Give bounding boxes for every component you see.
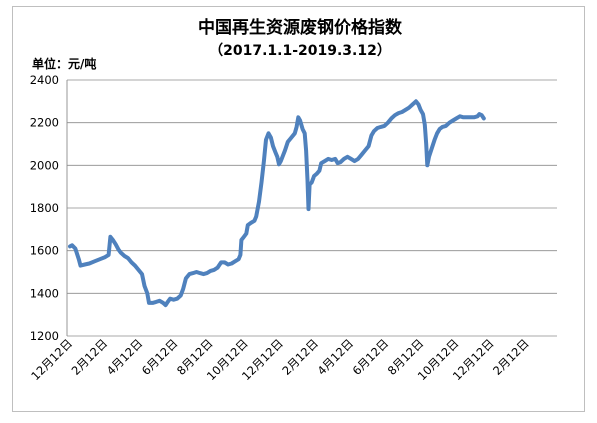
x-axis-ticks: 12月12日2月12日4月12日6月12日8月12日10月12日12月12日2月… [28, 336, 532, 383]
x-tick-label: 12月12日 [28, 336, 75, 383]
y-tick-label: 2000 [30, 158, 59, 172]
y-tick-label: 1200 [30, 329, 59, 343]
y-tick-label: 2200 [30, 116, 59, 130]
y-tick-label: 1400 [30, 286, 59, 300]
x-tick-label: 2月12日 [490, 336, 532, 378]
y-tick-label: 1600 [30, 244, 59, 258]
chart-frame [12, 6, 585, 412]
chart-title: 中国再生资源废钢价格指数 [198, 17, 403, 38]
x-tick-label: 4月12日 [314, 336, 356, 378]
x-tick-label: 4月12日 [104, 336, 146, 378]
series-layer [68, 99, 486, 308]
x-tick-label: 6月12日 [139, 336, 181, 378]
x-tick-label: 2月12日 [69, 336, 111, 378]
x-tick-label: 2月12日 [279, 336, 321, 378]
unit-label: 单位：元/吨 [32, 56, 96, 71]
chart-subtitle: （2017.1.1-2019.3.12） [209, 43, 391, 59]
y-axis-ticks: 1200 1400 1600 1800 2000 2200 2400 [30, 73, 59, 343]
series-line [68, 99, 486, 308]
y-tick-label: 1800 [30, 201, 59, 215]
x-tick-label: 6月12日 [350, 336, 392, 378]
y-tick-label: 2400 [30, 73, 59, 87]
